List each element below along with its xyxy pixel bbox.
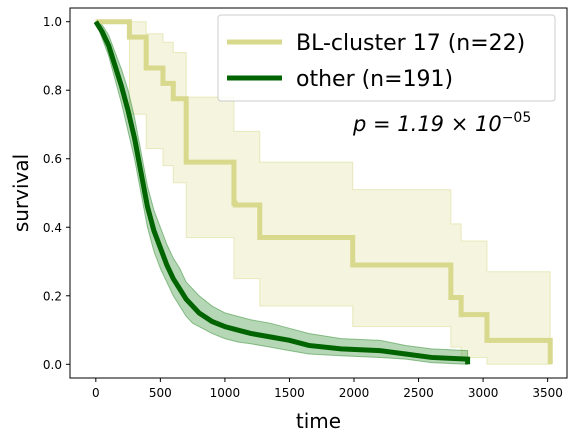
plot-frame xyxy=(69,7,568,379)
legend-box xyxy=(217,14,556,102)
y-tick-label: 0.8 xyxy=(43,84,62,98)
x-tick-label: 2500 xyxy=(403,386,434,400)
y-tick-label: 0.2 xyxy=(43,289,62,303)
legend-label-bl-cluster: BL-cluster 17 (n=22) xyxy=(296,31,525,56)
legend: BL-cluster 17 (n=22) other (n=191) xyxy=(217,14,556,102)
y-axis-label: survival xyxy=(9,154,33,232)
y-tick-label: 0.4 xyxy=(43,221,62,235)
survival-curves xyxy=(93,19,553,365)
x-tick-label: 3500 xyxy=(532,386,563,400)
x-tick-label: 0 xyxy=(92,386,100,400)
x-tick-label: 1000 xyxy=(210,386,241,400)
x-axis-ticks: 0 500 1000 1500 2000 2500 3000 3500 xyxy=(92,378,563,400)
p-value-annotation: p = 1.19 × 10−05 xyxy=(352,110,531,136)
y-tick-label: 0.6 xyxy=(43,152,62,166)
p-value-exponent: −05 xyxy=(502,110,532,126)
x-tick-label: 500 xyxy=(149,386,172,400)
y-axis-ticks: 0.0 0.2 0.4 0.6 0.8 1.0 xyxy=(43,15,70,372)
x-tick-label: 2000 xyxy=(339,386,370,400)
x-tick-label: 1500 xyxy=(274,386,305,400)
legend-label-other: other (n=191) xyxy=(296,67,453,92)
survival-line-other xyxy=(93,20,471,365)
x-axis-label: time xyxy=(296,409,341,433)
y-tick-label: 1.0 xyxy=(43,15,62,29)
survival-line-bl-cluster xyxy=(95,19,553,365)
x-tick-label: 3000 xyxy=(468,386,499,400)
y-tick-label: 0.0 xyxy=(43,358,62,372)
p-value-text: p = 1.19 × 10 xyxy=(352,112,502,136)
